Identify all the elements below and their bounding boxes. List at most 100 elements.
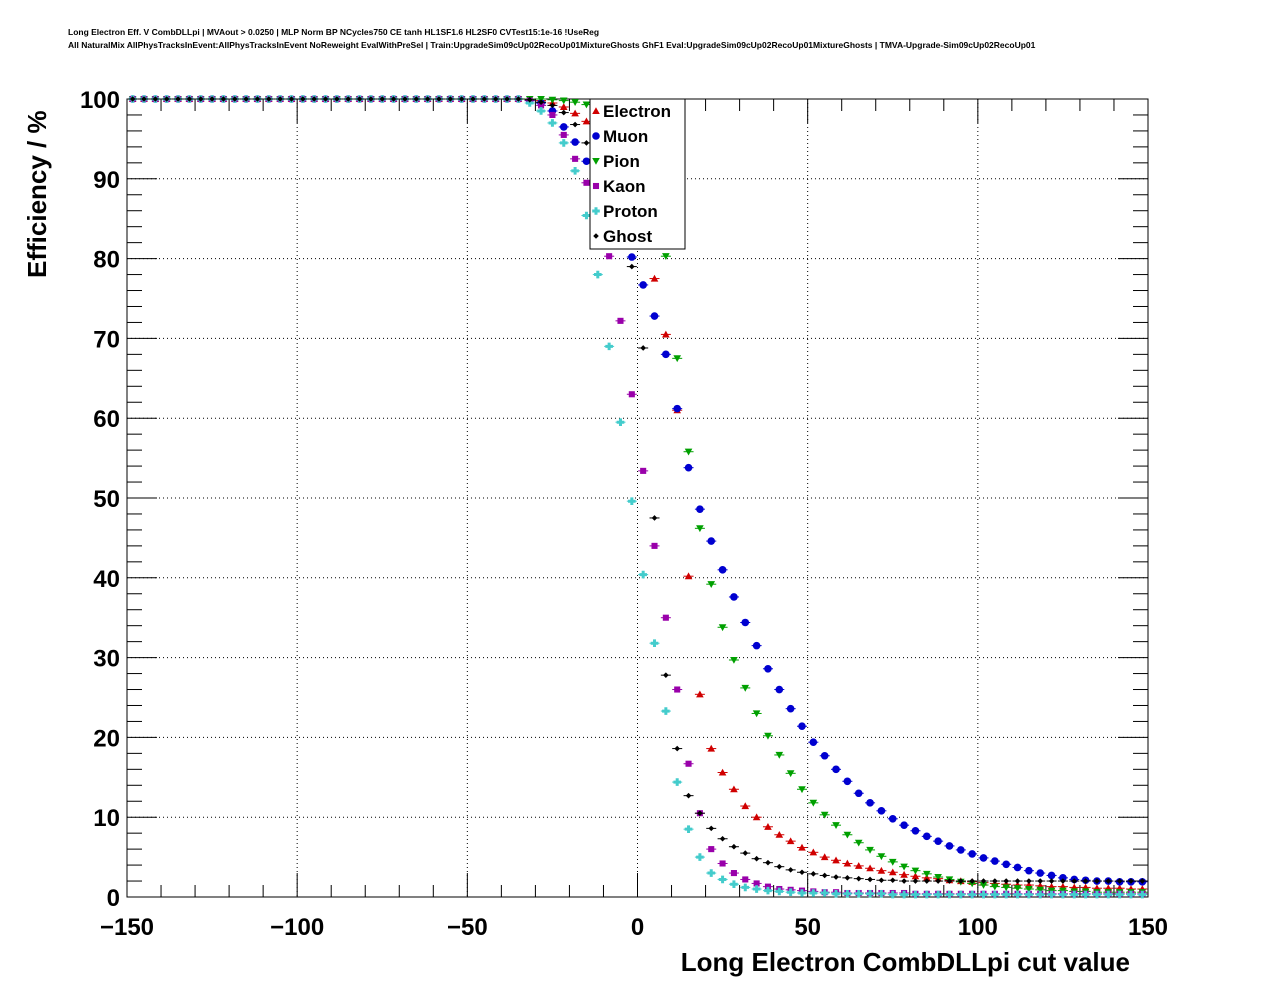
data-point (504, 96, 510, 102)
data-point (1127, 890, 1135, 899)
data-point (888, 890, 897, 899)
y-tick-label: 0 (107, 885, 120, 912)
data-point (163, 96, 170, 102)
data-point (640, 345, 646, 351)
data-point (152, 96, 159, 102)
data-point (311, 96, 317, 102)
data-point (1013, 863, 1022, 872)
data-point (742, 850, 749, 856)
data-point (684, 825, 693, 833)
data-point (786, 704, 795, 713)
x-tick-label: 0 (631, 914, 644, 941)
data-point (775, 887, 784, 896)
y-tick-label: 30 (93, 646, 120, 673)
data-point (741, 883, 750, 892)
data-point (718, 624, 727, 632)
data-point (1093, 890, 1101, 899)
data-point (572, 121, 578, 128)
data-point (1059, 874, 1067, 882)
legend-label: Muon (603, 127, 648, 146)
data-point (616, 418, 625, 426)
x-axis-title: Long Electron CombDLLpi cut value (681, 947, 1130, 977)
data-point (583, 140, 590, 146)
data-point (855, 875, 862, 882)
data-point (571, 167, 579, 175)
data-point (1025, 885, 1033, 893)
data-point (1036, 890, 1045, 899)
data-point (368, 96, 374, 102)
data-point (764, 732, 772, 740)
data-point (413, 96, 420, 102)
data-point (390, 96, 397, 102)
data-point (935, 878, 941, 884)
data-point (1036, 886, 1045, 894)
data-point (538, 99, 544, 105)
data-point (1003, 878, 1009, 884)
data-point (1036, 869, 1045, 877)
data-point (900, 821, 908, 829)
data-point (1138, 890, 1147, 899)
data-point (708, 825, 715, 832)
legend-item-ghost: Ghost (593, 227, 652, 246)
data-point (697, 810, 703, 817)
legend-marker (592, 182, 600, 190)
data-point (843, 777, 852, 786)
data-point (583, 179, 590, 186)
y-tick-label: 100 (80, 87, 120, 114)
data-point (718, 768, 727, 776)
data-point (186, 96, 193, 102)
x-tick-label: −150 (100, 914, 154, 941)
data-point (606, 253, 613, 260)
data-point (844, 875, 851, 881)
data-point (1026, 878, 1032, 884)
data-point (912, 878, 919, 884)
data-point (1037, 878, 1044, 884)
data-point (742, 876, 749, 883)
data-point (571, 109, 579, 117)
data-point (741, 618, 750, 627)
data-point (854, 862, 863, 869)
data-point (809, 738, 818, 746)
data-point (934, 890, 942, 899)
data-point (650, 274, 659, 282)
data-point (922, 832, 931, 841)
y-tick-label: 60 (93, 406, 120, 433)
data-point (911, 826, 920, 835)
data-point (684, 448, 693, 456)
data-point (707, 744, 716, 752)
data-point (220, 96, 227, 102)
data-point (662, 614, 669, 621)
data-point (231, 96, 238, 102)
data-point (809, 848, 818, 856)
data-point (991, 883, 999, 891)
data-point (571, 99, 579, 106)
data-point (901, 878, 907, 884)
data-point (867, 876, 873, 883)
data-point (854, 890, 863, 898)
data-point (379, 96, 386, 102)
data-point (730, 593, 738, 601)
data-point (1025, 890, 1033, 899)
data-point (979, 854, 988, 862)
data-point (980, 878, 987, 884)
data-point (730, 785, 738, 793)
data-point (1128, 878, 1134, 884)
data-point (605, 342, 613, 351)
data-point (764, 886, 772, 895)
data-point (854, 789, 863, 798)
x-tick-labels: −150 −100 −50 0 50 100 150 (100, 914, 1168, 941)
data-point (730, 880, 738, 889)
data-point (1002, 884, 1010, 892)
data-point (674, 745, 681, 752)
data-point (707, 581, 716, 588)
legend: Electron Muon Pion Kaon Proton Ghost (589, 98, 686, 250)
legend-label: Proton (603, 202, 658, 221)
data-point (888, 814, 897, 823)
data-point (1025, 866, 1033, 875)
data-point (549, 102, 556, 109)
data-point (957, 890, 965, 899)
y-axis-title: Efficiency / % (22, 110, 52, 278)
data-point (548, 96, 557, 104)
data-point (979, 890, 988, 899)
data-point (911, 890, 920, 899)
